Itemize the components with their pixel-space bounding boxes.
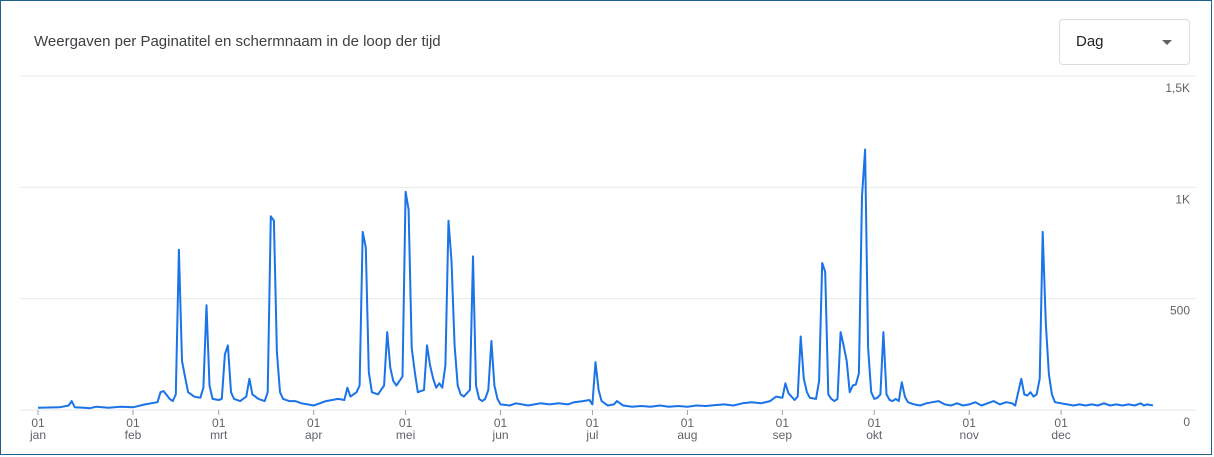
y-tick-label: 1K	[1175, 192, 1190, 206]
x-tick-label-month: dec	[1051, 428, 1070, 442]
x-tick-label-day: 01	[776, 416, 790, 430]
x-tick-label-day: 01	[399, 416, 413, 430]
x-tick-label-month: jun	[492, 428, 509, 442]
x-tick-label-month: jan	[29, 428, 46, 442]
x-tick-label-month: aug	[677, 428, 697, 442]
x-tick-label-day: 01	[681, 416, 695, 430]
granularity-dropdown[interactable]: Dag	[1059, 19, 1190, 65]
y-tick-label: 1,5K	[1165, 81, 1190, 95]
chart-title: Weergaven per Paginatitel en schermnaam …	[34, 33, 441, 50]
x-tick-label-day: 01	[307, 416, 321, 430]
x-tick-label-day: 01	[1054, 416, 1068, 430]
x-tick-label-day: 01	[868, 416, 882, 430]
granularity-value: Dag	[1076, 33, 1104, 50]
x-tick-label-month: feb	[125, 428, 142, 442]
y-tick-label: 0	[1183, 415, 1190, 429]
x-tick-label-month: apr	[305, 428, 322, 442]
x-tick-label-month: sep	[773, 428, 793, 442]
x-tick-label-day: 01	[31, 416, 45, 430]
x-tick-label-day: 01	[126, 416, 140, 430]
x-tick-label-month: mrt	[210, 428, 228, 442]
y-tick-label: 500	[1170, 304, 1190, 318]
x-tick-label-month: okt	[866, 428, 883, 442]
x-tick-label-month: mei	[396, 428, 415, 442]
x-tick-label-day: 01	[586, 416, 600, 430]
x-tick-label-day: 01	[212, 416, 226, 430]
series-line	[37, 148, 1154, 410]
x-tick-label-month: jul	[585, 428, 598, 442]
chevron-down-icon	[1162, 40, 1172, 45]
x-tick-label-day: 01	[963, 416, 977, 430]
x-tick-label-month: nov	[960, 428, 979, 442]
x-tick-label-day: 01	[494, 416, 508, 430]
